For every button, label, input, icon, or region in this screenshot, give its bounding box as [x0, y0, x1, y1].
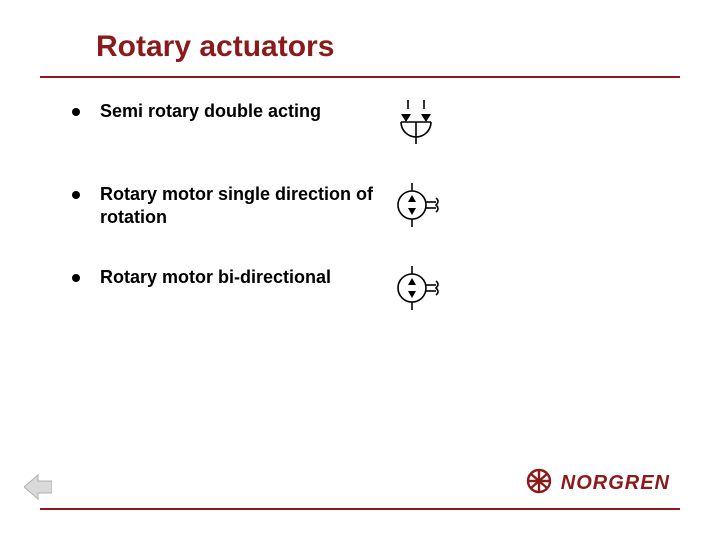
rotary-motor-bi-icon — [390, 266, 450, 315]
item-label: Rotary motor single direction of rotatio… — [100, 183, 380, 230]
footer-divider — [40, 508, 680, 510]
page-title: Rotary actuators — [96, 30, 680, 70]
globe-icon — [525, 467, 553, 500]
item-label: Semi rotary double acting — [100, 100, 380, 123]
semi-rotary-symbol-icon — [390, 100, 450, 149]
list-item: Rotary motor single direction of rotatio… — [72, 183, 632, 232]
content-list: Semi rotary double acting Rotary motor s… — [72, 100, 632, 349]
bullet-icon — [72, 274, 80, 282]
brand-logo: NORGREN — [525, 467, 670, 500]
item-label: Rotary motor bi-directional — [100, 266, 380, 289]
back-arrow-icon[interactable] — [24, 473, 52, 506]
rotary-motor-single-icon — [390, 183, 450, 232]
bullet-icon — [72, 108, 80, 116]
list-item: Semi rotary double acting — [72, 100, 632, 149]
list-item: Rotary motor bi-directional — [72, 266, 632, 315]
bullet-icon — [72, 191, 80, 199]
logo-text: NORGREN — [561, 472, 670, 495]
title-divider — [40, 76, 680, 78]
